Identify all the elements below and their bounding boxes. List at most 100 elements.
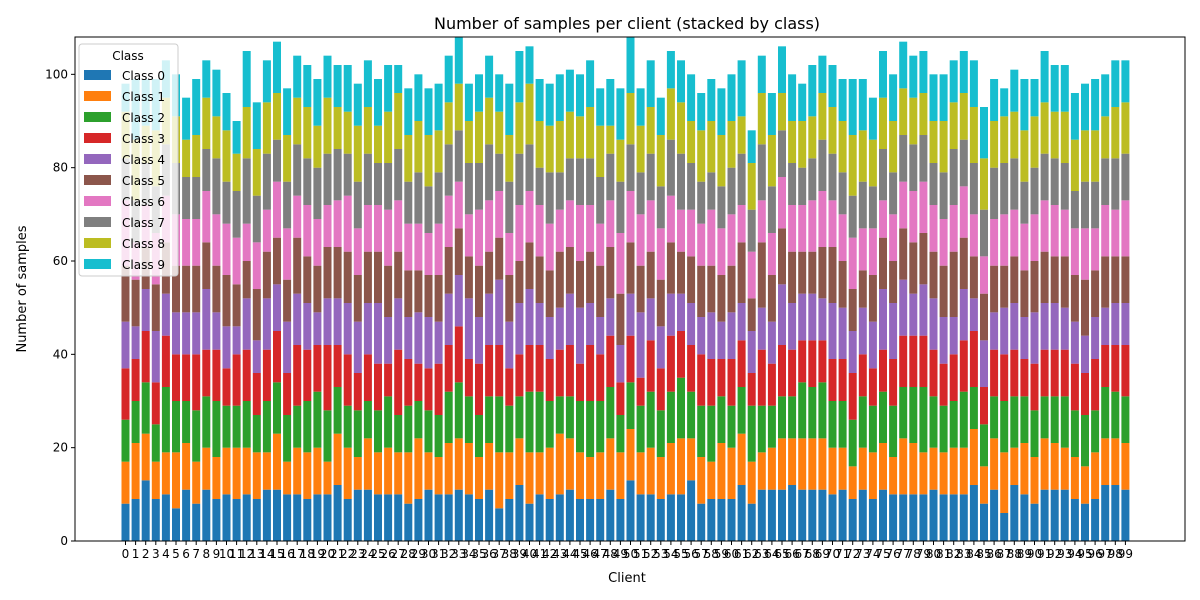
x-tick-label: 23 [350,547,365,561]
bar-segment [464,396,473,443]
x-tick-label: 18 [300,547,315,561]
bar-segment [1010,447,1019,485]
bar-segment [232,447,241,499]
bar-segment [596,499,605,541]
bar-segment [616,181,625,233]
bar-segment [788,205,797,252]
x-tick-label: 43 [552,547,567,561]
bar-segment [1101,74,1110,117]
bar-segment [828,107,837,154]
bar-segment [990,438,999,490]
bar-segment [414,172,423,224]
bar-segment [838,307,847,359]
bar-segment [666,88,675,140]
bar-segment [909,55,918,98]
bar-segment [879,443,887,490]
x-tick-label: 26 [380,547,395,561]
bar-segment [980,256,988,294]
x-tick-label: 73 [855,547,870,561]
bar-segment [384,163,393,210]
bar-segment [232,326,241,355]
bar-segment [374,494,382,541]
bar-segment [969,485,978,541]
bar-segment [262,251,271,299]
bar-segment [161,494,170,541]
bar-segment [646,494,655,541]
bar-segment [949,251,958,317]
bar-segment [333,107,342,149]
bar-segment [939,121,948,173]
bar-segment [939,74,948,121]
bar-segment [707,265,716,313]
bar-segment [616,415,625,453]
bar-segment [838,489,847,541]
bar-segment [485,345,494,397]
bar-segment [242,261,251,299]
x-tick-label: 50 [623,547,638,561]
bar-segment [919,93,928,135]
bar-segment [990,312,999,350]
bar-segment [1000,163,1009,215]
bar-segment [606,387,615,439]
bar-segment [586,345,595,401]
bar-segment [939,405,948,453]
bar-segment [697,265,706,317]
bar-segment [212,401,221,457]
bar-segment [788,396,797,439]
bar-segment [293,345,302,406]
bar-segment [222,368,231,406]
x-axis-label: Client [608,571,646,586]
legend-label: Class 4 [122,153,165,167]
bar-segment [505,452,514,499]
bar-segment [565,200,574,247]
bar-segment [515,485,524,541]
bar-segment [212,312,221,350]
x-tick-label: 24 [360,547,375,561]
x-tick-label: 34 [461,547,476,561]
bar-segment [535,494,544,541]
bar-segment [565,247,574,294]
bar-segment [1111,60,1120,107]
bar-segment [1060,209,1069,257]
bar-segment [535,121,544,168]
bar-segment [141,289,150,331]
bar-segment [778,228,786,285]
bar-segment [363,205,372,252]
bar-segment [485,97,494,145]
x-tick-label: 45 [572,547,587,561]
bar-segment [929,251,938,299]
x-tick-label: 51 [633,547,648,561]
x-tick-label: 11 [229,547,244,561]
bar-segment [394,251,403,299]
bar-segment [303,205,312,257]
bar-segment [687,391,696,439]
bar-segment [767,363,776,406]
bar-segment [636,88,645,126]
bar-segment [232,405,241,448]
bar-segment [293,447,302,495]
bar-segment [959,186,968,238]
bar-segment [747,373,756,406]
y-tick-label: 60 [53,254,68,268]
bar-segment [939,363,948,406]
bar-segment [646,60,655,107]
bar-segment [1020,359,1029,397]
series-class-6 [121,177,1130,299]
x-tick-label: 84 [966,547,981,561]
bar-segment [757,405,766,453]
bar-segment [1081,279,1089,336]
bar-segment [333,485,342,541]
bar-segment [161,335,170,387]
bar-segment [727,447,736,499]
bar-segment [899,438,908,495]
legend-swatch [84,238,111,248]
bar-segment [818,247,827,299]
x-tick-label: 46 [582,547,597,561]
bar-segment [737,242,746,303]
bar-segment [374,303,382,364]
bar-segment [313,125,322,168]
bar-segment [1030,116,1039,168]
bar-segment [646,107,655,154]
bar-segment [343,153,352,196]
bar-segment [636,377,645,406]
